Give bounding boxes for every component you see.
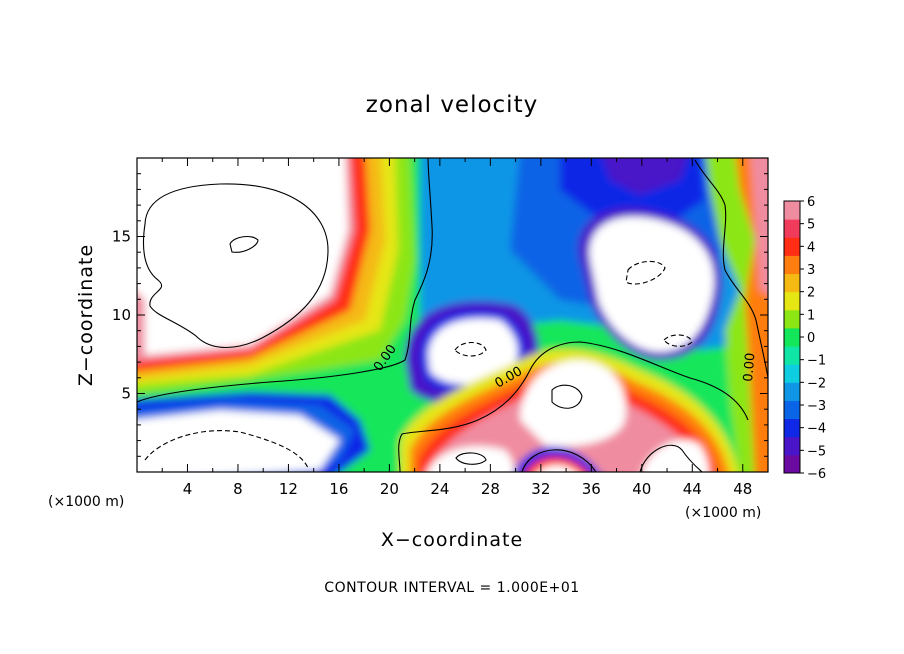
chart-title: zonal velocity (366, 92, 538, 118)
colorbar-tick-label: −1 (807, 354, 826, 369)
x-tick-label: 36 (582, 480, 601, 498)
colorbar-tick-label: 3 (807, 263, 815, 278)
velocity-region (427, 446, 514, 472)
contour-small-oval (229, 235, 259, 253)
colorbar-swatch (784, 364, 800, 383)
colorbar-swatch (784, 327, 800, 347)
x-tick-label: 48 (733, 480, 752, 498)
colorbar-tick-label: −2 (807, 376, 826, 391)
y-tick-label: 10 (112, 306, 131, 324)
x-tick-label: 8 (233, 480, 243, 498)
colorbar-tick-label: −6 (807, 467, 826, 482)
contour-label: 0.00 (741, 352, 758, 382)
colorbar-tick-label: −3 (807, 399, 826, 414)
contour-zero-main (137, 158, 433, 403)
colorbar-swatch (784, 418, 800, 438)
contour-dashed-bottom-left (144, 430, 309, 469)
contour-dashed-left-top (454, 341, 487, 357)
colorbar-swatch (784, 436, 800, 456)
contour-upper-left-loop (142, 183, 329, 348)
colorbar-swatch (784, 346, 800, 365)
velocity-region (137, 158, 348, 355)
x-tick-label: 44 (683, 480, 702, 498)
y-tick-label: 15 (112, 228, 131, 246)
contour-bottom-oval (455, 452, 487, 465)
contour-bottom-right (639, 444, 703, 472)
colorbar-swatch (784, 273, 800, 293)
colorbar-tick-label: 1 (807, 308, 815, 323)
x-tick-label: 16 (329, 480, 348, 498)
x-axis-label: X−coordinate (381, 529, 523, 551)
contour-dashed-small (663, 334, 693, 347)
colorbar-tick-label: −4 (807, 422, 826, 437)
contour-zero-lower (398, 341, 749, 472)
x-ticks: 4 8 12 16 20 24 28 32 36 40 44 48 (161, 158, 752, 498)
colorbar-tick-label: 2 (807, 286, 815, 301)
colorbar-swatch (784, 309, 800, 329)
colorbar: 6 5 4 3 2 1 0 −1 −2 −3 −4 −5 −6 (783, 195, 826, 482)
contour-lower-loop (551, 384, 583, 409)
x-unit-label: (×1000 m) (685, 505, 761, 521)
contour-right-upper (694, 159, 768, 379)
y-tick-label: 5 (121, 385, 131, 403)
colorbar-swatch (784, 400, 800, 420)
x-tick-label: 32 (531, 480, 550, 498)
contour-lines (137, 158, 768, 472)
y-axis-label: Z−coordinate (75, 244, 97, 386)
colorbar-swatch (784, 382, 800, 401)
x-tick-label: 4 (183, 480, 193, 498)
y-ticks: 5 10 15 (112, 173, 768, 457)
velocity-region (602, 158, 688, 195)
colorbar-swatch (784, 219, 800, 238)
velocity-region (520, 360, 626, 447)
contour-dashed-right (625, 260, 666, 285)
x-tick-label: 28 (481, 480, 500, 498)
x-tick-label: 40 (632, 480, 651, 498)
x-tick-label: 24 (430, 480, 449, 498)
x-tick-label: 12 (279, 480, 298, 498)
colorbar-tick-label: 4 (807, 240, 815, 255)
colorbar-swatch (784, 237, 800, 256)
colorbar-tick-label: 5 (807, 218, 815, 233)
z-unit-label: (×1000 m) (48, 494, 124, 510)
colorbar-swatch (784, 454, 800, 474)
colorbar-swatch (784, 291, 800, 311)
colorbar-tick-label: −5 (807, 444, 826, 459)
velocity-region (589, 216, 715, 352)
colorbar-tick-label: 0 (807, 331, 815, 346)
plot-area: 0.00 0.00 0.00 (137, 158, 768, 472)
velocity-region (137, 410, 340, 472)
velocity-region (750, 158, 768, 294)
colorbar-swatch (784, 255, 800, 275)
colorbar-tick-label: 6 (807, 195, 815, 210)
contour-interval-note: CONTOUR INTERVAL = 1.000E+01 (324, 580, 579, 596)
contour-bottom-arc (521, 449, 597, 472)
colorbar-swatch (784, 201, 800, 220)
x-tick-label: 20 (380, 480, 399, 498)
velocity-region (428, 318, 518, 385)
